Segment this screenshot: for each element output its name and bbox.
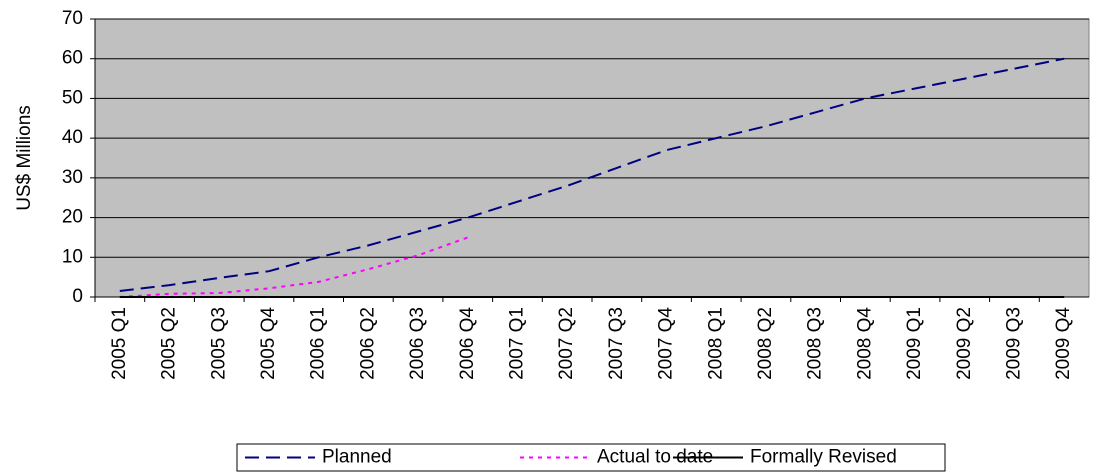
legend-label: Planned	[322, 447, 392, 468]
x-tick-label: 2008 Q4	[854, 307, 875, 380]
y-axis-label: US$ Millions	[14, 105, 35, 211]
plot-area	[94, 18, 1090, 298]
x-tick-label: 2007 Q1	[506, 307, 527, 380]
legend-label: Formally Revised	[750, 447, 897, 468]
y-tick-label: 70	[62, 8, 83, 29]
x-tick-label: 2009 Q4	[1053, 307, 1074, 380]
y-tick-label: 20	[62, 207, 83, 228]
x-tick-label: 2008 Q2	[755, 307, 776, 380]
x-tick-label: 2009 Q3	[1003, 307, 1024, 380]
x-tick-label: 2006 Q3	[407, 307, 428, 380]
y-tick-label: 0	[72, 286, 83, 307]
x-tick-label: 2008 Q1	[705, 307, 726, 380]
series-line	[119, 57, 1065, 292]
x-tick-label: 2007 Q3	[606, 307, 627, 380]
y-tick-label: 40	[62, 127, 83, 148]
y-tick-label: 50	[62, 87, 83, 108]
x-tick-label: 2007 Q2	[556, 307, 577, 380]
x-tick-label: 2005 Q2	[159, 307, 180, 380]
series-line	[119, 236, 469, 298]
legend-box	[236, 443, 946, 472]
x-tick-label: 2006 Q2	[357, 307, 378, 380]
x-tick-label: 2005 Q3	[208, 307, 229, 380]
x-tick-label: 2006 Q1	[308, 307, 329, 380]
x-tick-label: 2008 Q3	[805, 307, 826, 380]
x-tick-label: 2009 Q1	[904, 307, 925, 380]
x-tick-label: 2005 Q1	[109, 307, 130, 380]
legend-label: Actual to date	[597, 447, 713, 468]
y-tick-label: 10	[62, 246, 83, 267]
x-tick-label: 2007 Q4	[656, 307, 677, 380]
x-tick-label: 2006 Q4	[457, 307, 478, 380]
y-tick-label: 30	[62, 167, 83, 188]
x-tick-label: 2005 Q4	[258, 307, 279, 380]
x-tick-label: 2009 Q2	[954, 307, 975, 380]
y-tick-label: 60	[62, 48, 83, 69]
